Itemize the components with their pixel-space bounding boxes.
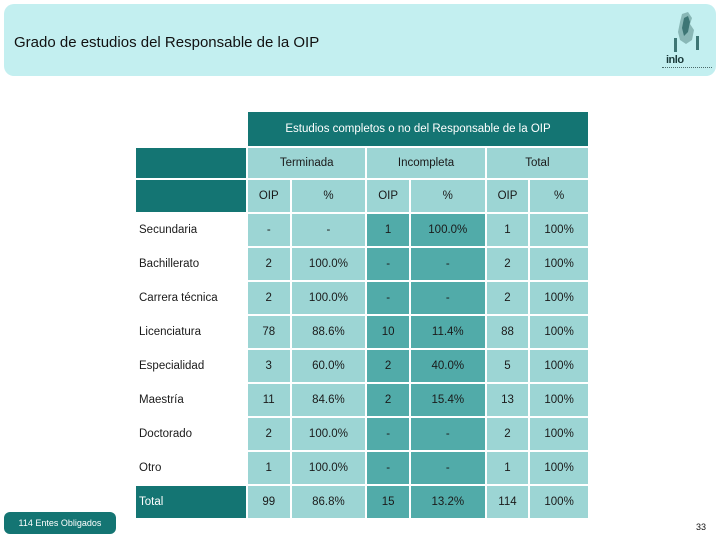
table-row: Licenciatura 78 88.6% 10 11.4% 88 100% [134,314,590,350]
table-cell: 5 [484,348,531,384]
table-cell: 100.0% [289,416,368,452]
subheader-incompleta: Incompleta [365,146,487,180]
row-label: Doctorado [134,416,248,452]
header-band [4,4,716,76]
column-header: % [408,178,487,214]
row-label: Secundaria [134,212,248,248]
table-cell: 86.8% [289,484,368,520]
logo-subtext-decoration [662,67,712,71]
table-cell: - [365,280,411,316]
table-cell: 100% [528,314,590,350]
table-cell: 100% [528,212,590,248]
table-row: Doctorado 2 100.0% - -2 100% [134,416,590,452]
table-cell: - [246,212,292,248]
table-cell: 100% [528,416,590,452]
table-column-row: OIP % OIP % OIP % [134,178,590,214]
education-table: Estudios completos o no del Responsable … [134,110,591,520]
table-cell: 10 [365,314,411,350]
table-cell: 15.4% [408,382,487,418]
table-cell: - [408,280,487,316]
row-label: Especialidad [134,348,248,384]
column-header: % [289,178,368,214]
table-subheader-row: Terminada Incompleta Total [134,146,591,180]
table-cell: 15 [365,484,411,520]
table-cell: - [365,246,411,282]
table-cell: 99 [246,484,292,520]
table-cell: 13.2% [408,484,487,520]
table-body: Secundaria - -1 100.0% 1 100% Bachillerato 2 100… [134,212,590,520]
table-cell: 11.4% [408,314,487,350]
column-header: % [528,178,590,214]
corner-cell [134,178,248,214]
table-row: Carrera técnica 2 100.0% - -2 100% [134,280,590,316]
row-label: Maestría [134,382,248,418]
column-header: OIP [246,178,292,214]
table-cell: 100% [528,280,590,316]
table-cell: 84.6% [289,382,368,418]
table-cell: 88 [484,314,531,350]
entes-badge: 114 Entes Obligados [4,512,116,534]
subheader-total: Total [484,146,591,180]
page-number: 33 [696,522,707,532]
table-cell: - [408,450,487,486]
row-label: Total [134,484,248,520]
table-cell: - [365,450,411,486]
table-cell: 60.0% [289,348,368,384]
table-cell: 100% [528,246,590,282]
table-cell: 100% [528,348,590,384]
table-cell: 13 [484,382,531,418]
column-header: OIP [365,178,411,214]
table-cell: 100% [528,450,590,486]
table-cell: 1 [365,212,411,248]
table-row: Secundaria - -1 100.0% 1 100% [134,212,590,248]
table-row: Bachillerato 2 100.0% - -2 100% [134,246,590,282]
table-cell: 100.0% [289,450,368,486]
table-header-row: Estudios completos o no del Responsable … [134,110,590,148]
institution-logo-icon [674,12,699,52]
table-cell: 2 [365,382,411,418]
page-title: Grado de estudios del Responsable de la … [14,34,320,51]
table-cell: 1 [484,212,531,248]
table-cell: - [408,246,487,282]
table-cell: 2 [246,280,292,316]
table-cell: - [289,212,368,248]
corner-cell [134,146,248,180]
table-row: Otro 1 100.0% - -1 100% [134,450,590,486]
table-cell: - [365,416,411,452]
subheader-terminada: Terminada [245,146,368,180]
table-cell: 2 [246,246,292,282]
table-row: Maestría 11 84.6% 2 15.4% 13 100% [134,382,590,418]
table-row: Total 99 86.8% 15 13.2% 114 100% [134,484,590,520]
table-cell: 2 [365,348,411,384]
table-cell: 3 [246,348,292,384]
column-header: OIP [484,178,531,214]
table-cell: 11 [246,382,292,418]
table-cell: 78 [246,314,292,350]
logo-wordmark: inlo [666,54,684,66]
table-cell: 2 [246,416,292,452]
table-cell: 1 [246,450,292,486]
table-row: Especialidad 3 60.0% 2 40.0% 5 100% [134,348,590,384]
table-cell: 100.0% [289,280,368,316]
table-cell: - [408,416,487,452]
table-cell: 2 [484,280,531,316]
table-cell: 114 [484,484,531,520]
table-cell: 100% [528,484,590,520]
table-cell: 1 [484,450,531,486]
table-cell: 40.0% [408,348,487,384]
table-cell: 88.6% [289,314,368,350]
table-cell: 2 [484,246,531,282]
group-header: Estudios completos o no del Responsable … [246,110,590,148]
corner-cell [134,110,248,148]
row-label: Bachillerato [134,246,248,282]
table-cell: 100.0% [289,246,368,282]
table-cell: 100% [528,382,590,418]
row-label: Licenciatura [134,314,248,350]
table-cell: 100.0% [408,212,487,248]
table-cell: 2 [484,416,531,452]
row-label: Carrera técnica [134,280,248,316]
row-label: Otro [134,450,248,486]
